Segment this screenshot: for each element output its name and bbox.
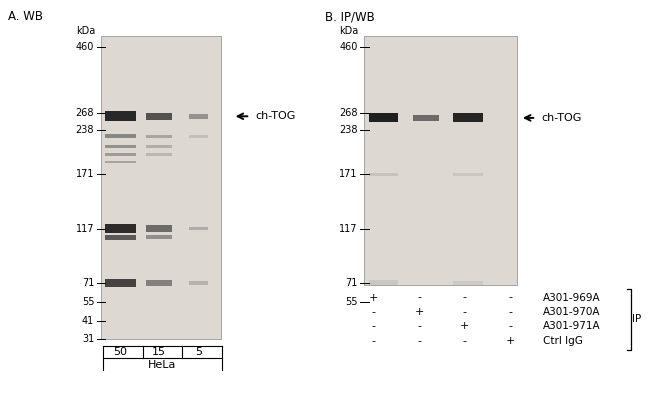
Text: ch-TOG: ch-TOG (541, 113, 582, 123)
Bar (188, 281, 208, 285)
Bar (453, 281, 483, 285)
Bar (188, 114, 208, 119)
Bar (413, 115, 439, 121)
Bar (105, 111, 136, 121)
Bar (146, 235, 172, 239)
Bar (105, 134, 136, 138)
Text: 41: 41 (82, 316, 94, 326)
Bar (146, 225, 172, 232)
Text: -: - (372, 307, 376, 317)
Text: 238: 238 (339, 126, 358, 135)
Bar (105, 235, 136, 240)
Text: ch-TOG: ch-TOG (255, 111, 296, 121)
Text: +: + (506, 336, 515, 346)
Text: 238: 238 (76, 126, 94, 135)
Text: A301-969A: A301-969A (543, 293, 601, 302)
Text: 171: 171 (339, 170, 358, 179)
Text: +: + (415, 307, 424, 317)
Bar (146, 153, 172, 156)
Text: 171: 171 (76, 170, 94, 179)
Text: -: - (508, 322, 512, 331)
Bar (105, 224, 136, 233)
Text: A301-970A: A301-970A (543, 307, 600, 317)
Bar (188, 135, 208, 138)
Text: 71: 71 (82, 278, 94, 288)
Text: kDa: kDa (75, 26, 95, 36)
Bar (369, 113, 398, 122)
Text: 50: 50 (113, 347, 127, 356)
Text: -: - (463, 336, 467, 346)
Text: -: - (417, 336, 421, 346)
Bar (146, 145, 172, 148)
Bar (146, 135, 172, 138)
Text: -: - (372, 322, 376, 331)
Text: -: - (417, 293, 421, 302)
Bar (369, 172, 398, 176)
Text: 55: 55 (82, 297, 94, 306)
Text: -: - (417, 322, 421, 331)
Text: -: - (508, 293, 512, 302)
Text: 268: 268 (76, 108, 94, 118)
Text: Ctrl IgG: Ctrl IgG (543, 336, 582, 346)
Text: B. IP/WB: B. IP/WB (325, 10, 375, 23)
Text: 55: 55 (345, 297, 358, 306)
Bar (105, 145, 136, 148)
Text: 268: 268 (339, 108, 358, 118)
Text: -: - (372, 336, 376, 346)
Text: 71: 71 (345, 278, 358, 288)
Text: 5: 5 (195, 347, 202, 356)
Text: kDa: kDa (339, 26, 358, 36)
Text: -: - (463, 307, 467, 317)
Bar (453, 113, 483, 122)
Bar (453, 173, 483, 176)
Text: A301-971A: A301-971A (543, 322, 601, 331)
Bar (101, 36, 221, 339)
Text: 460: 460 (76, 43, 94, 52)
Bar (369, 281, 398, 285)
Bar (146, 113, 172, 120)
Text: +: + (369, 293, 378, 302)
Text: 15: 15 (152, 347, 166, 356)
Bar (364, 36, 517, 285)
Text: 117: 117 (76, 224, 94, 233)
Text: -: - (508, 307, 512, 317)
Bar (105, 160, 136, 164)
Text: 117: 117 (339, 224, 358, 233)
Text: IP: IP (632, 314, 641, 324)
Text: 460: 460 (339, 43, 358, 52)
Text: +: + (460, 322, 469, 331)
Bar (188, 227, 208, 230)
Bar (105, 153, 136, 156)
Text: 31: 31 (82, 334, 94, 344)
Bar (146, 280, 172, 286)
Bar (105, 279, 136, 287)
Text: A. WB: A. WB (8, 10, 43, 23)
Text: -: - (463, 293, 467, 302)
Text: HeLa: HeLa (148, 360, 177, 370)
